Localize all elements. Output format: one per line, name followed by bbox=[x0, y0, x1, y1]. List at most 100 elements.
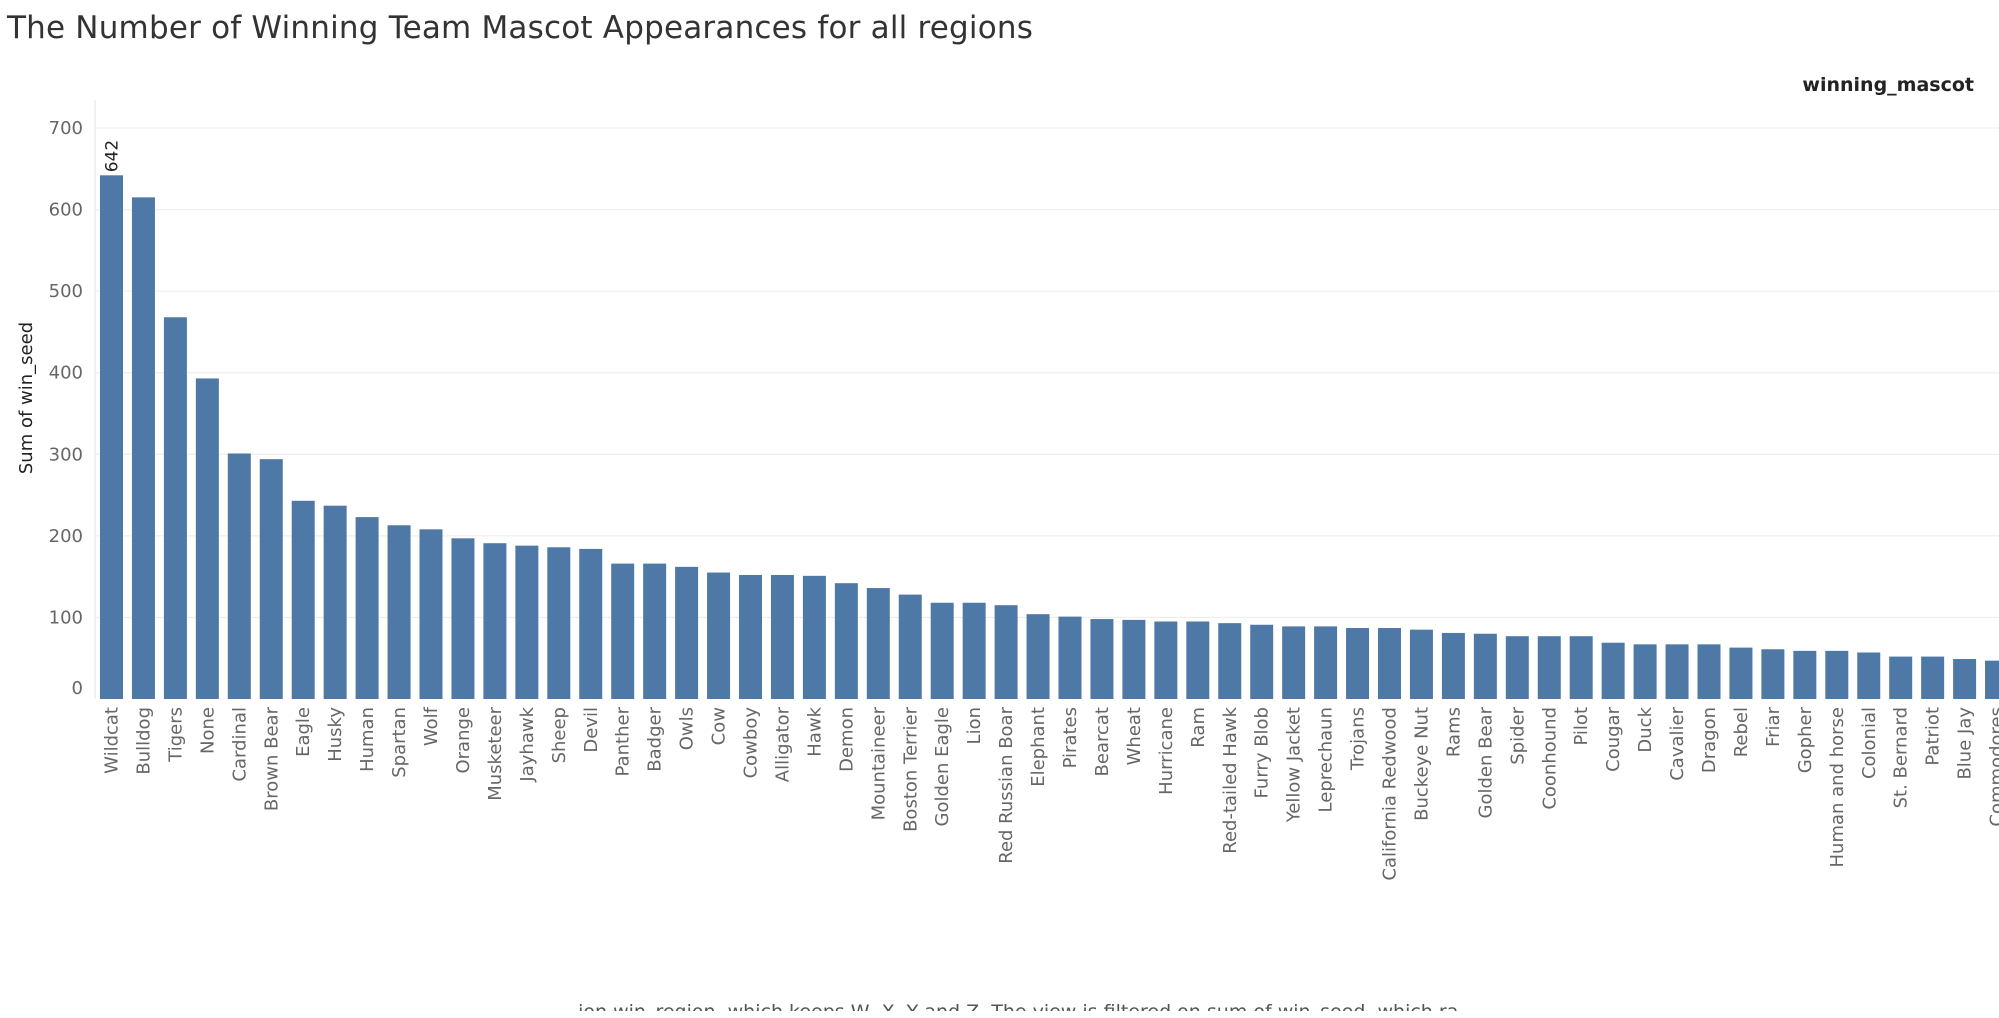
bar-hurricane bbox=[1154, 621, 1178, 699]
x-tick-label: Bulldog bbox=[133, 707, 154, 775]
bar-colonial bbox=[1857, 652, 1881, 699]
x-tick-label: Patriot bbox=[1923, 707, 1944, 766]
x-tick-label: Golden Bear bbox=[1475, 706, 1496, 818]
bar-spartan bbox=[387, 525, 411, 699]
bar-rams bbox=[1441, 632, 1465, 699]
bar-panther bbox=[611, 563, 635, 699]
x-tick-label: Pirates bbox=[1060, 707, 1081, 768]
bar-husky bbox=[323, 505, 347, 699]
x-tick-label: Wildcat bbox=[102, 707, 123, 774]
x-tick-label: Golden Eagle bbox=[932, 707, 953, 827]
bar-ram bbox=[1186, 621, 1210, 699]
bar-boston-terrier bbox=[898, 594, 922, 699]
x-tick-label: St. Bernard bbox=[1891, 707, 1912, 808]
x-tick-label: Cardinal bbox=[229, 707, 250, 782]
x-tick-label: Pilot bbox=[1571, 707, 1592, 746]
x-tick-label: Alligator bbox=[772, 706, 793, 782]
bar-tigers bbox=[163, 317, 187, 699]
y-tick-label: 200 bbox=[49, 526, 83, 547]
x-tick-label: Leprechaun bbox=[1316, 707, 1337, 812]
chart-title: The Number of Winning Team Mascot Appear… bbox=[7, 10, 1034, 46]
x-tick-label: Demon bbox=[836, 707, 857, 772]
x-tick-label: Boston Terrier bbox=[900, 706, 921, 832]
bar-elephant bbox=[1026, 614, 1050, 699]
x-tick-label: Spartan bbox=[389, 707, 410, 778]
bar-brown-bear bbox=[259, 459, 283, 699]
bar-wolf bbox=[419, 529, 443, 699]
x-tick-label: Elephant bbox=[1028, 707, 1049, 787]
bar-rebel bbox=[1729, 647, 1753, 699]
bar-pilot bbox=[1569, 636, 1593, 699]
x-tick-label: Blue Jay bbox=[1955, 707, 1976, 780]
bar-jayhawk bbox=[515, 545, 539, 699]
x-tick-label: Duck bbox=[1635, 706, 1656, 752]
bar-friar bbox=[1761, 649, 1785, 699]
x-tick-label: None bbox=[197, 707, 218, 754]
legend-title: winning_mascot bbox=[1802, 74, 1974, 96]
bar-hawk bbox=[802, 575, 826, 699]
x-tick-label: Hawk bbox=[804, 706, 825, 756]
x-tick-label: Panther bbox=[613, 706, 634, 776]
x-tick-label: Badger bbox=[645, 706, 666, 771]
y-tick-label: 400 bbox=[49, 363, 83, 384]
bar-owls bbox=[675, 566, 699, 699]
bar-pirates bbox=[1058, 616, 1082, 699]
bar-yellow-jacket bbox=[1282, 626, 1306, 699]
x-tick-label: Commodores bbox=[1987, 707, 1999, 827]
bar-cougar bbox=[1601, 642, 1625, 699]
x-tick-label: Ram bbox=[1188, 707, 1209, 748]
y-tick-label: 100 bbox=[49, 607, 83, 628]
x-tick-label: Tigers bbox=[165, 707, 186, 763]
x-tick-label: Husky bbox=[325, 707, 346, 762]
bar-human-and-horse bbox=[1825, 650, 1849, 699]
bar-duck bbox=[1633, 644, 1657, 699]
bar-bearcat bbox=[1090, 619, 1114, 699]
x-tick-label: Coonhound bbox=[1539, 707, 1560, 810]
y-tick-label: 600 bbox=[49, 200, 83, 221]
gridlines bbox=[95, 127, 1999, 618]
bar-devil bbox=[579, 548, 603, 699]
x-tick-label: Spider bbox=[1507, 706, 1528, 764]
x-tick-label: Devil bbox=[581, 707, 602, 753]
x-tick-label: Yellow Jacket bbox=[1284, 707, 1305, 823]
x-tick-label: Colonial bbox=[1859, 707, 1880, 779]
bar-st-bernard bbox=[1889, 656, 1913, 699]
x-tick-label: Owls bbox=[677, 707, 698, 750]
bar-golden-eagle bbox=[930, 602, 954, 699]
y-axis-title: Sum of win_seed bbox=[16, 322, 37, 474]
x-tick-label: Red Russian Boar bbox=[996, 706, 1017, 863]
bar-cavalier bbox=[1665, 644, 1689, 699]
bar-eagle bbox=[291, 500, 315, 699]
x-tick-label: Red-tailed Hawk bbox=[1220, 706, 1241, 853]
bar-wildcat bbox=[100, 175, 123, 699]
x-tick-label: Cavalier bbox=[1667, 706, 1688, 780]
bar-cow bbox=[707, 572, 731, 699]
data-label: 642 bbox=[103, 140, 123, 172]
bar-patriot bbox=[1921, 656, 1945, 699]
x-tick-label: Hurricane bbox=[1156, 707, 1177, 795]
bar-demon bbox=[834, 583, 858, 699]
bar-wheat bbox=[1122, 619, 1146, 699]
x-tick-label: Friar bbox=[1763, 706, 1784, 746]
x-tick-label: Human bbox=[357, 707, 378, 772]
x-tick-label: Orange bbox=[453, 707, 474, 774]
bar-california-redwood bbox=[1378, 628, 1401, 699]
x-tick-label: Cougar bbox=[1603, 706, 1624, 771]
bar-none bbox=[195, 378, 219, 699]
y-tick-label: 500 bbox=[49, 281, 83, 302]
x-tick-label: Musketeer bbox=[485, 706, 506, 800]
x-tick-label: Wheat bbox=[1124, 707, 1145, 765]
bar-trojans bbox=[1346, 628, 1370, 699]
bar-musketeer bbox=[483, 543, 507, 699]
x-tick-label: Sheep bbox=[549, 707, 570, 763]
bar-buckeye-nut bbox=[1409, 629, 1433, 699]
bar-blue-jay bbox=[1953, 659, 1977, 699]
bar-badger bbox=[643, 563, 667, 699]
bar-human bbox=[355, 517, 379, 699]
x-tick-label: Jayhawk bbox=[517, 706, 538, 782]
x-tick-label: Cowboy bbox=[741, 707, 762, 779]
x-tick-label: Cow bbox=[709, 707, 730, 745]
bar-coonhound bbox=[1537, 636, 1561, 699]
x-tick-label: Furry Blob bbox=[1252, 707, 1273, 798]
